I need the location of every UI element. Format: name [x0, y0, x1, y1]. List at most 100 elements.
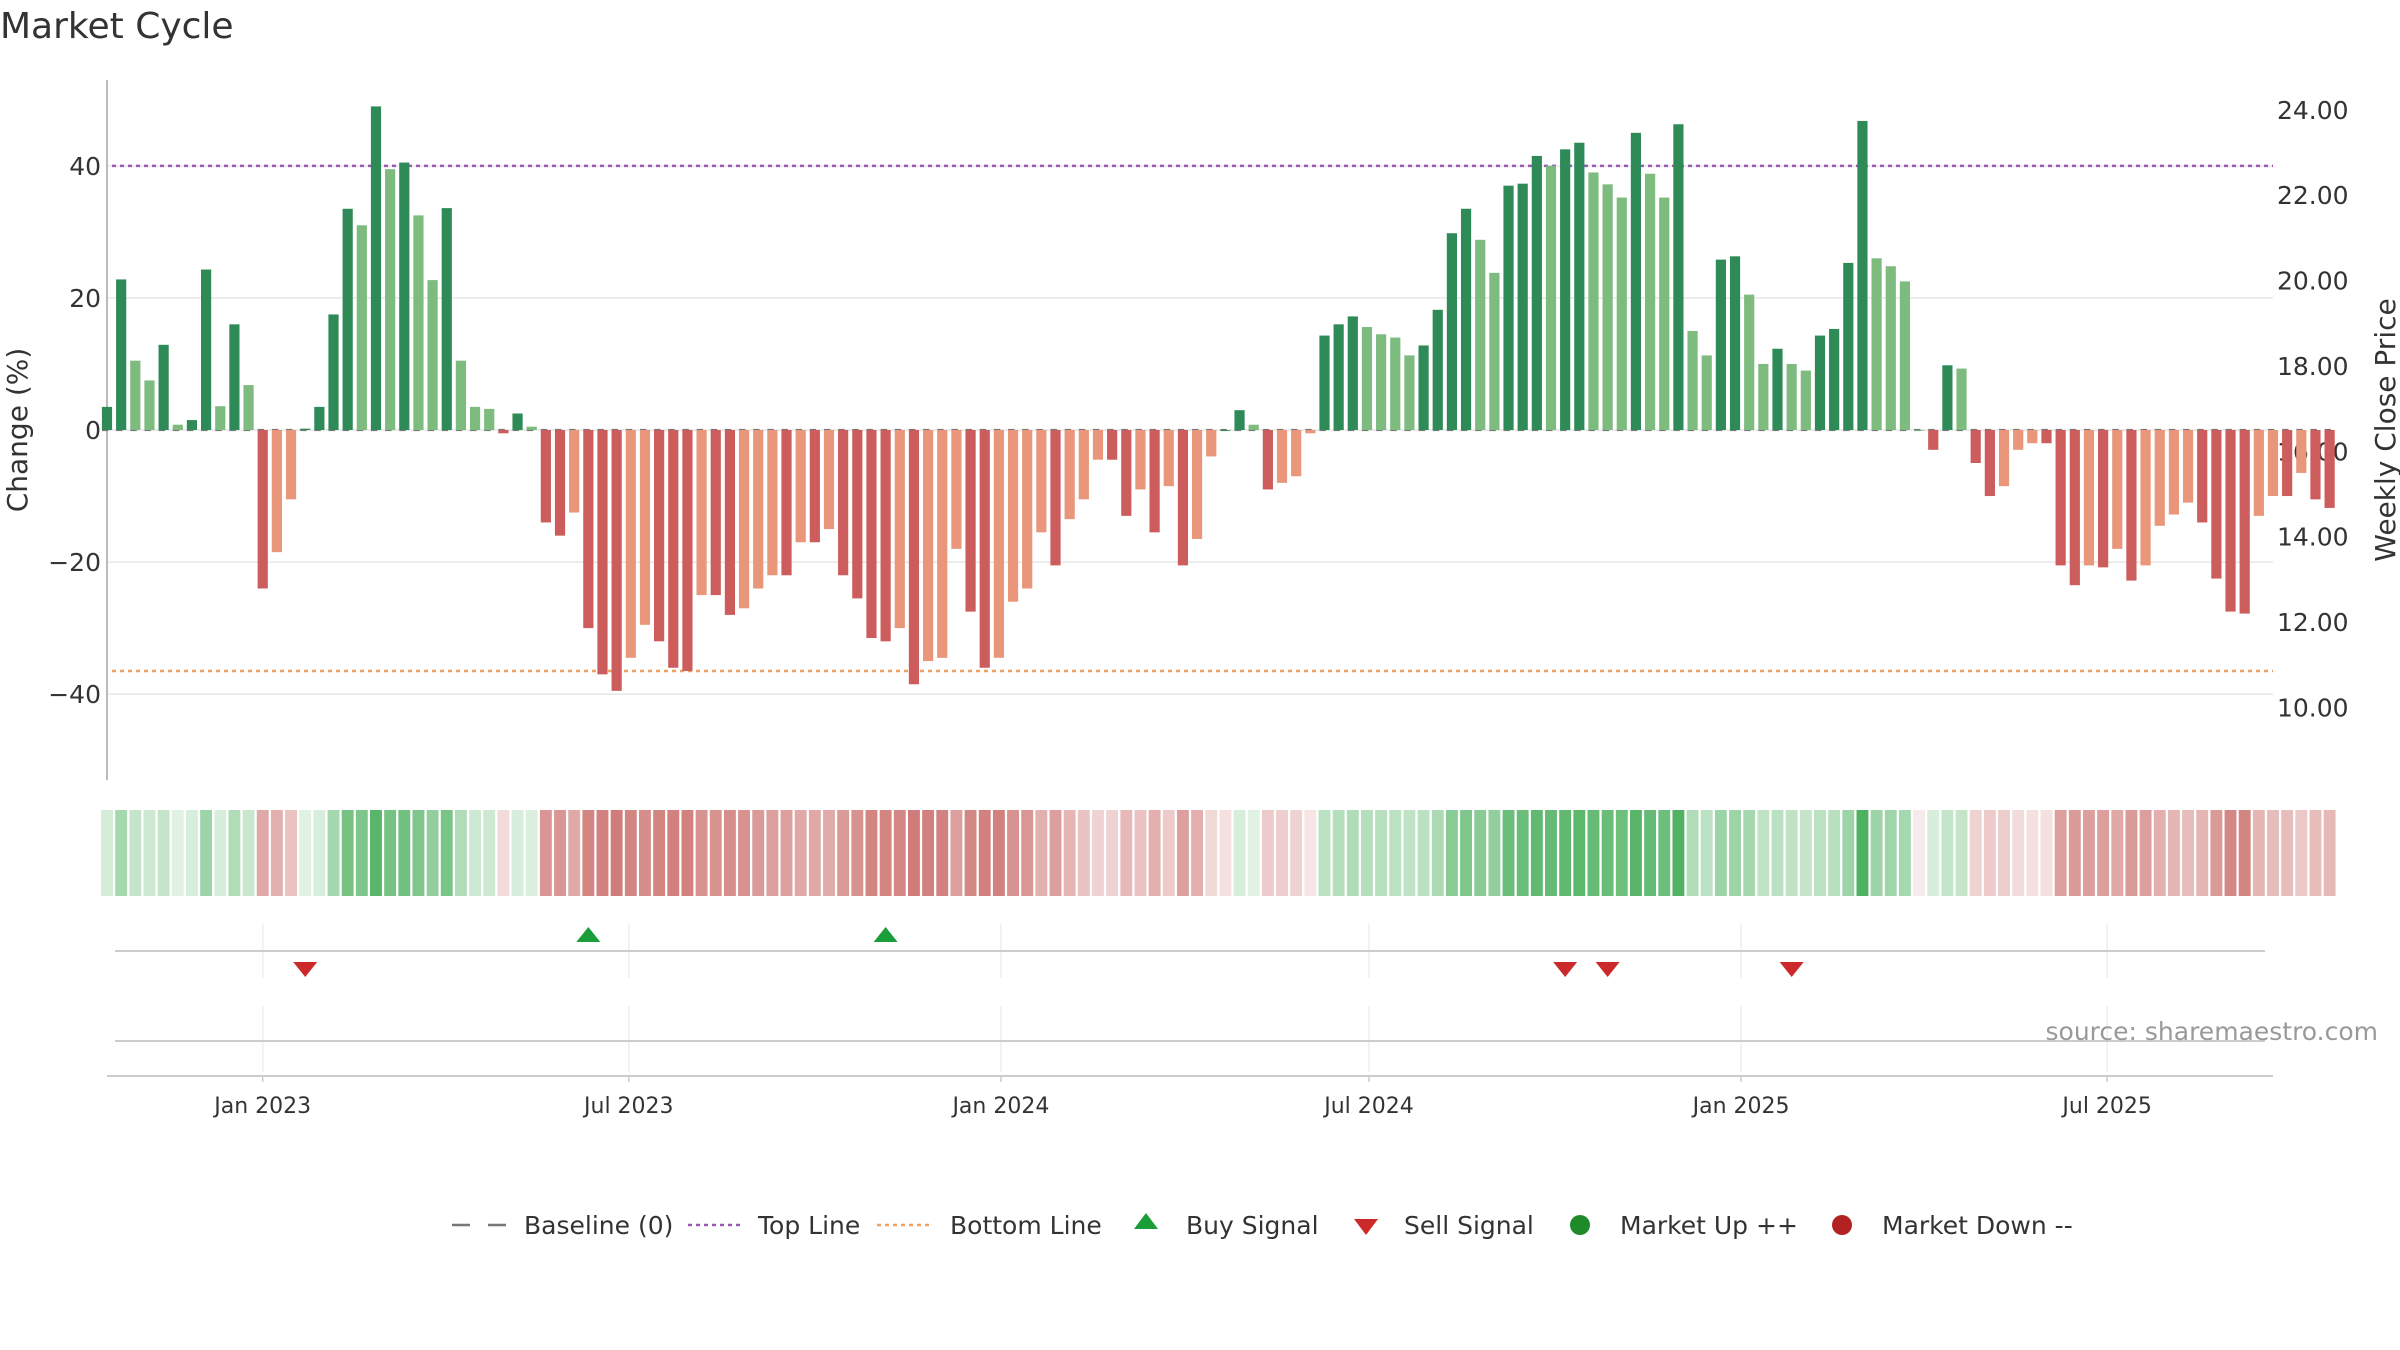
change-bar — [1899, 281, 1911, 430]
heat-cell — [1162, 810, 1175, 896]
y-tick-label: 40 — [69, 152, 101, 181]
change-bar — [540, 430, 551, 523]
change-bar — [908, 430, 920, 685]
change-bar — [370, 106, 382, 431]
change-bar — [356, 225, 367, 430]
change-bar — [328, 314, 339, 430]
change-bar — [101, 406, 113, 430]
signal-markers — [293, 927, 1804, 977]
heat-cell — [1247, 810, 1260, 896]
buy-signal-marker — [576, 927, 601, 942]
heat-cell — [1346, 810, 1359, 896]
heat-cell — [143, 810, 156, 896]
change-bar — [342, 208, 353, 430]
heat-cell — [2323, 810, 2336, 896]
change-bar — [455, 360, 467, 430]
heat-strip — [101, 810, 2336, 896]
change-bar — [979, 430, 990, 668]
heat-cell — [2267, 810, 2279, 896]
heat-cell — [1063, 810, 1076, 896]
heat-cell — [1644, 810, 1657, 896]
change-bar — [2168, 430, 2179, 515]
change-bar — [2013, 430, 2024, 450]
heat-cell — [1530, 810, 1543, 896]
legend-swatch-down — [1832, 1215, 1852, 1235]
change-bar — [257, 430, 268, 589]
change-bar — [838, 430, 849, 576]
change-bar — [1800, 370, 1811, 430]
heat-cell — [1941, 810, 1954, 896]
change-bars — [101, 106, 2335, 691]
heat-cell — [2083, 810, 2095, 896]
signal-panel — [115, 924, 2265, 978]
heat-cell — [1842, 810, 1855, 896]
heat-cell — [1615, 810, 1628, 896]
heat-cell — [101, 810, 113, 896]
change-bar — [753, 430, 764, 589]
heat-cell — [865, 810, 878, 896]
heat-cell — [1630, 810, 1642, 896]
heat-cell — [1771, 810, 1784, 896]
heat-cell — [1545, 810, 1557, 896]
chart-title: Market Cycle — [0, 6, 234, 47]
heat-cell — [837, 810, 850, 896]
heat-cell — [2196, 810, 2209, 896]
change-bar — [2112, 430, 2123, 549]
change-bar — [271, 430, 282, 553]
change-bar — [2182, 430, 2194, 503]
heat-cell — [1998, 810, 2010, 896]
change-bar — [2126, 430, 2137, 581]
change-bar — [1984, 430, 1995, 497]
sell-signal-marker — [1595, 962, 1620, 977]
heat-cell — [1814, 810, 1826, 896]
change-bar — [738, 430, 750, 609]
heat-cell — [1658, 810, 1671, 896]
heat-cell — [1077, 810, 1090, 896]
change-bar — [2083, 430, 2095, 566]
change-bar — [1715, 259, 1726, 430]
change-bar — [1729, 256, 1741, 430]
legend-label-bottom: Bottom Line — [950, 1211, 1102, 1240]
change-bar — [526, 426, 537, 430]
change-bar — [2267, 430, 2279, 497]
change-bar — [1121, 430, 1132, 516]
y-tick-label: −20 — [48, 548, 101, 577]
change-bar — [158, 344, 169, 430]
change-bar — [1319, 335, 1330, 430]
change-bar — [469, 406, 481, 430]
buy-signal-marker — [873, 927, 898, 942]
heat-cell — [483, 810, 496, 896]
heat-cell — [355, 810, 368, 896]
change-bar — [1092, 430, 1104, 460]
heat-cell — [1389, 810, 1402, 896]
change-bar — [300, 428, 311, 430]
change-bar — [285, 430, 297, 500]
change-bar — [2055, 430, 2066, 566]
change-bar — [512, 413, 523, 430]
heat-cell — [511, 810, 524, 896]
change-bar — [937, 430, 948, 658]
x-tick-label: Jan 2024 — [950, 1094, 1049, 1119]
heat-cell — [285, 810, 297, 896]
change-bar — [1050, 430, 1061, 566]
change-bar — [1673, 124, 1684, 430]
change-bar — [116, 279, 127, 430]
heat-cell — [525, 810, 538, 896]
y2-tick-label: 18.00 — [2277, 352, 2349, 381]
change-bar — [314, 406, 325, 430]
heat-cell — [2054, 810, 2067, 896]
change-bar — [1475, 239, 1486, 430]
heat-cell — [936, 810, 949, 896]
heat-cell — [582, 810, 595, 896]
change-bar — [554, 430, 566, 536]
heat-cell — [766, 810, 779, 896]
legend-label-up: Market Up ++ — [1620, 1211, 1798, 1240]
heat-cell — [370, 810, 382, 896]
change-bar — [724, 430, 735, 615]
heat-cell — [1785, 810, 1798, 896]
y2-tick-label: 12.00 — [2277, 608, 2349, 637]
change-bar — [654, 430, 665, 642]
legend-swatch-sell — [1354, 1219, 1378, 1235]
market-gridlines — [261, 1006, 2108, 1072]
y-tick-label: 20 — [69, 284, 101, 313]
